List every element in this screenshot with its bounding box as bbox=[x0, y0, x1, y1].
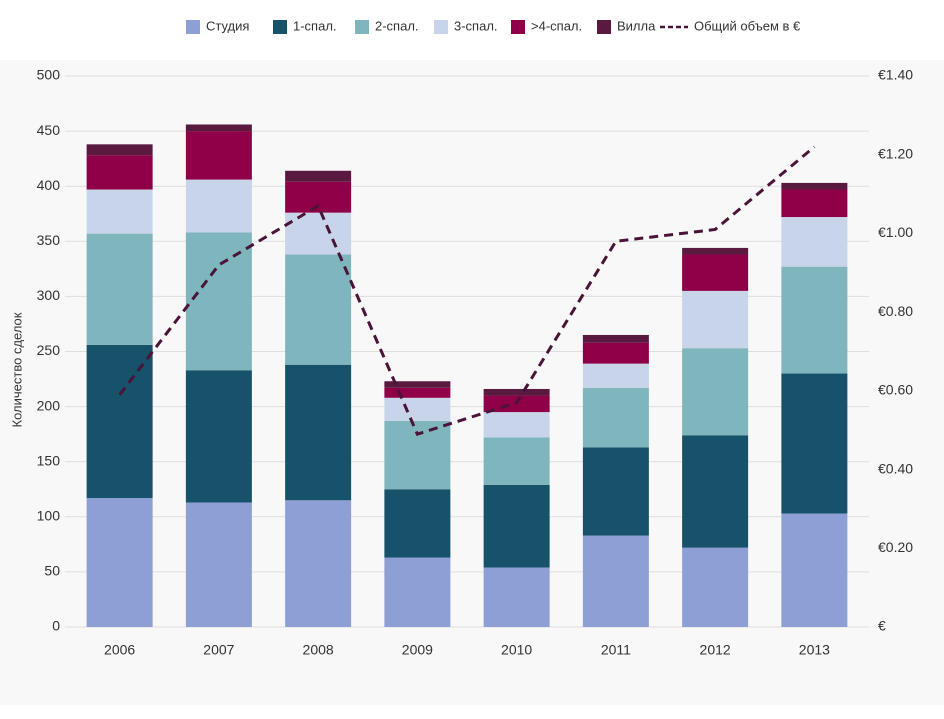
y-tick-label: 450 bbox=[37, 122, 61, 138]
x-tick-label: 2006 bbox=[104, 642, 135, 658]
bar-segment bbox=[384, 557, 451, 627]
legend-swatch bbox=[511, 20, 525, 34]
x-tick-label: 2009 bbox=[402, 642, 433, 658]
legend-label: Студия bbox=[206, 18, 249, 33]
bar-segment bbox=[384, 381, 451, 388]
bar-segment bbox=[185, 232, 252, 371]
legend-swatch bbox=[434, 20, 448, 34]
y-tick-label: 100 bbox=[37, 508, 61, 524]
legend-swatch bbox=[273, 20, 287, 34]
bar-segment bbox=[483, 567, 550, 627]
bar-segment bbox=[682, 254, 749, 291]
bar-segment bbox=[86, 144, 153, 156]
line-series bbox=[118, 145, 816, 436]
x-tick-label: 2012 bbox=[700, 642, 731, 658]
bar-segment bbox=[682, 247, 749, 255]
legend-label: Вилла bbox=[617, 18, 656, 33]
bar-segment bbox=[86, 155, 153, 190]
y2-tick-label: €0.20 bbox=[878, 539, 913, 555]
bar-segment bbox=[86, 498, 153, 627]
legend-label: 1-спал. bbox=[293, 18, 337, 33]
bar-segment bbox=[384, 397, 451, 421]
y2-tick-label: €0.80 bbox=[878, 303, 913, 319]
bar-segment bbox=[285, 170, 352, 182]
bar-segment bbox=[185, 179, 252, 233]
bar-segment bbox=[781, 513, 848, 627]
x-tick-label: 2008 bbox=[303, 642, 334, 658]
bar-segment bbox=[483, 484, 550, 568]
legend-swatch bbox=[597, 20, 611, 34]
bar-segment bbox=[285, 364, 352, 501]
y2-tick-label: €1.20 bbox=[878, 145, 913, 161]
y-tick-label: 150 bbox=[37, 452, 61, 468]
bar-segment bbox=[384, 387, 451, 398]
bar-segment bbox=[483, 437, 550, 485]
bar-segment bbox=[582, 342, 649, 364]
bar-segment bbox=[582, 447, 649, 536]
bar-segment bbox=[285, 500, 352, 627]
legend-swatch bbox=[186, 20, 200, 34]
y-tick-label: 300 bbox=[37, 287, 61, 303]
bar-segment bbox=[285, 212, 352, 255]
bar-segment bbox=[582, 535, 649, 627]
bar-segment bbox=[483, 388, 550, 396]
bar-segment bbox=[682, 435, 749, 548]
bar-segment bbox=[86, 189, 153, 234]
x-tick-label: 2007 bbox=[203, 642, 234, 658]
x-tick-label: 2010 bbox=[501, 642, 532, 658]
bar-segment bbox=[185, 370, 252, 503]
y-tick-label: 350 bbox=[37, 232, 61, 248]
bar-segment bbox=[781, 373, 848, 514]
y-tick-label: 400 bbox=[37, 177, 61, 193]
bar-segment bbox=[781, 182, 848, 190]
y-axis-label: Количество сделок bbox=[9, 312, 24, 427]
legend-label: 3-спал. bbox=[454, 18, 498, 33]
legend-label: >4-спал. bbox=[531, 18, 582, 33]
legend-label: 2-спал. bbox=[375, 18, 419, 33]
bar-segment bbox=[582, 334, 649, 343]
bar-segment bbox=[384, 489, 451, 558]
y2-tick-label: €0.60 bbox=[878, 382, 913, 398]
bar-segment bbox=[682, 547, 749, 627]
bar-segment bbox=[185, 124, 252, 132]
legend-swatch bbox=[355, 20, 369, 34]
x-tick-label: 2013 bbox=[799, 642, 830, 658]
y-tick-label: 250 bbox=[37, 342, 61, 358]
y2-tick-label: € bbox=[878, 618, 886, 634]
bar-segment bbox=[483, 412, 550, 438]
bar-segment bbox=[781, 266, 848, 374]
y-tick-label: 200 bbox=[37, 397, 61, 413]
bar-segment bbox=[582, 387, 649, 448]
bar-segment bbox=[185, 502, 252, 627]
y-tick-label: 0 bbox=[52, 618, 60, 634]
bar-segment bbox=[582, 363, 649, 388]
x-tick-label: 2011 bbox=[601, 642, 631, 658]
y2-tick-label: €1.00 bbox=[878, 224, 913, 240]
bar-segment bbox=[86, 344, 153, 499]
bar-segment bbox=[185, 131, 252, 180]
bar-segment bbox=[285, 254, 352, 365]
bar-segment bbox=[781, 189, 848, 218]
legend-label: Общий объем в € bbox=[694, 18, 801, 33]
bar-segment bbox=[285, 181, 352, 213]
y-tick-label: 500 bbox=[37, 67, 61, 83]
y2-tick-label: €0.40 bbox=[878, 460, 913, 476]
y2-tick-label: €1.40 bbox=[878, 67, 913, 83]
bar-segment bbox=[781, 217, 848, 267]
bar-segment bbox=[86, 233, 153, 345]
y-tick-label: 50 bbox=[44, 563, 60, 579]
bar-segment bbox=[682, 348, 749, 436]
bar-segment bbox=[682, 290, 749, 349]
